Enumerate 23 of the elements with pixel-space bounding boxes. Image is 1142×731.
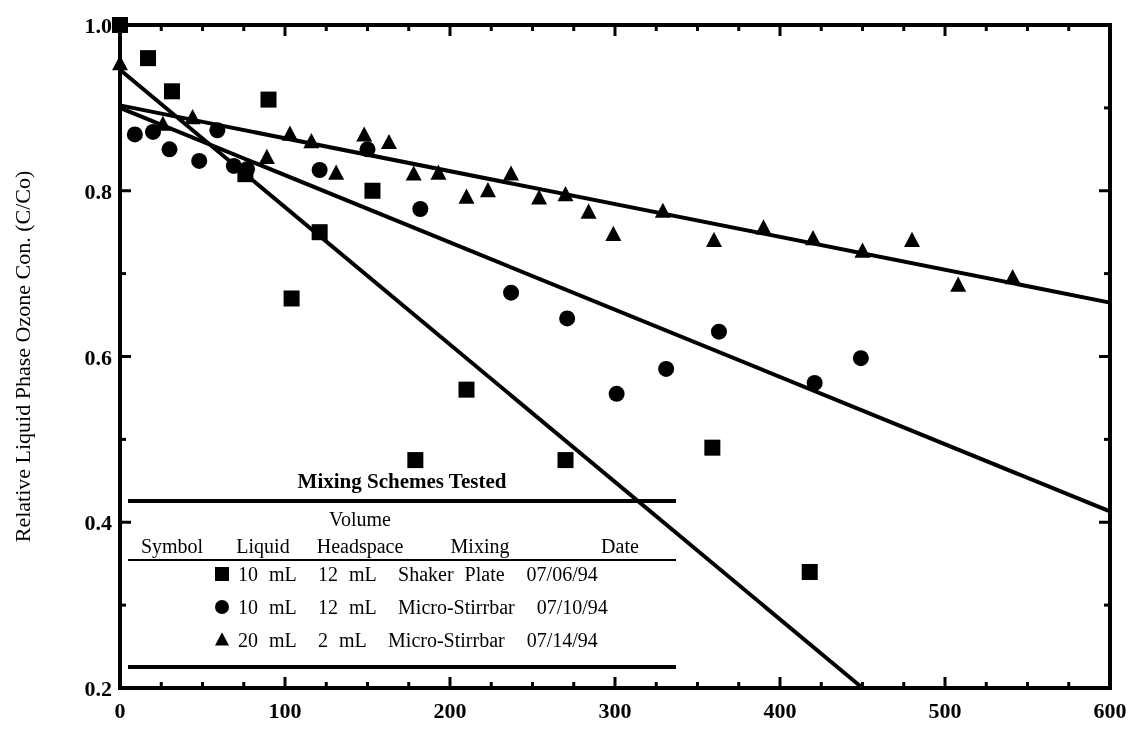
legend-label: 10 mL 12 mL Shaker Plate 07/06/94 bbox=[238, 563, 598, 585]
y-tick-label: 0.4 bbox=[84, 510, 112, 536]
x-tick-label: 0 bbox=[114, 698, 126, 723]
annotation: Headspace bbox=[316, 535, 404, 558]
annotation: Liquid bbox=[236, 535, 290, 558]
legend-title: Mixing Schemes Tested bbox=[297, 469, 507, 493]
y-tick-label: 1.0 bbox=[84, 13, 112, 38]
annotation: Mixing bbox=[450, 535, 510, 558]
x-tick-label: 100 bbox=[268, 698, 302, 723]
x-tick-label: 500 bbox=[928, 698, 962, 723]
annotation: Date bbox=[601, 535, 639, 557]
x-tick-label: 300 bbox=[598, 698, 632, 723]
annotation: Symbol bbox=[140, 535, 204, 558]
y-tick-label: 0.6 bbox=[84, 344, 112, 370]
y-tick-label: 0.8 bbox=[84, 178, 112, 204]
x-tick-label: 400 bbox=[763, 698, 797, 723]
legend-label: 20 mL 2 mL Micro-Stirrbar 07/14/94 bbox=[238, 629, 598, 651]
annotation: Volume bbox=[329, 508, 392, 530]
x-tick-label: 600 bbox=[1093, 698, 1127, 723]
x-tick-label: 200 bbox=[433, 698, 467, 723]
y-tick-label: 0.2 bbox=[84, 676, 112, 701]
legend-label: 10 mL 12 mL Micro-Stirrbar 07/10/94 bbox=[238, 596, 608, 618]
y-axis-title: Relative Liquid Phase Ozone Con. (C/Co) bbox=[10, 170, 35, 543]
